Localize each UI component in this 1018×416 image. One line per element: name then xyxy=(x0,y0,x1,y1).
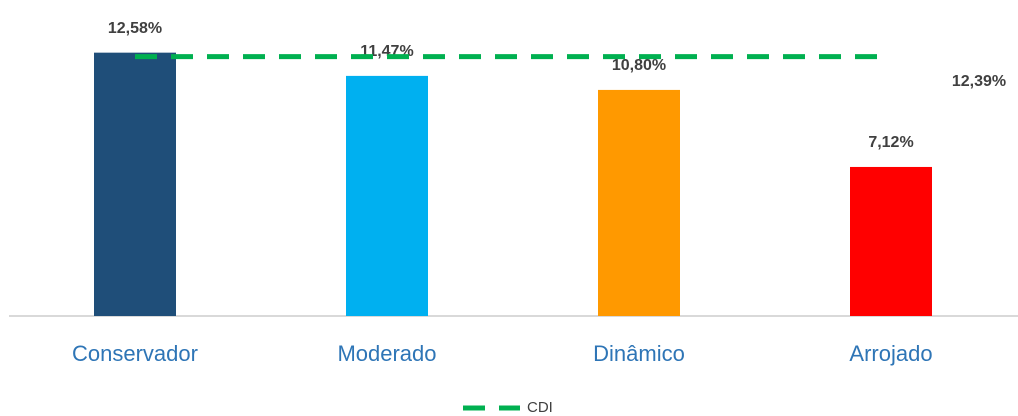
x-tick-label: Conservador xyxy=(72,341,198,366)
data-label: 12,58% xyxy=(108,20,162,37)
bar xyxy=(94,52,176,317)
x-tick-label: Moderado xyxy=(337,341,436,366)
bar xyxy=(346,75,428,316)
x-tick-label: Arrojado xyxy=(849,341,932,366)
data-label: 12,39% xyxy=(952,73,1006,90)
bar xyxy=(850,166,932,316)
bar xyxy=(598,89,680,316)
data-label: 10,80% xyxy=(612,57,666,74)
x-tick-label: Dinâmico xyxy=(593,341,685,366)
legend-label: CDI xyxy=(527,399,553,416)
data-label: 7,12% xyxy=(868,134,913,151)
